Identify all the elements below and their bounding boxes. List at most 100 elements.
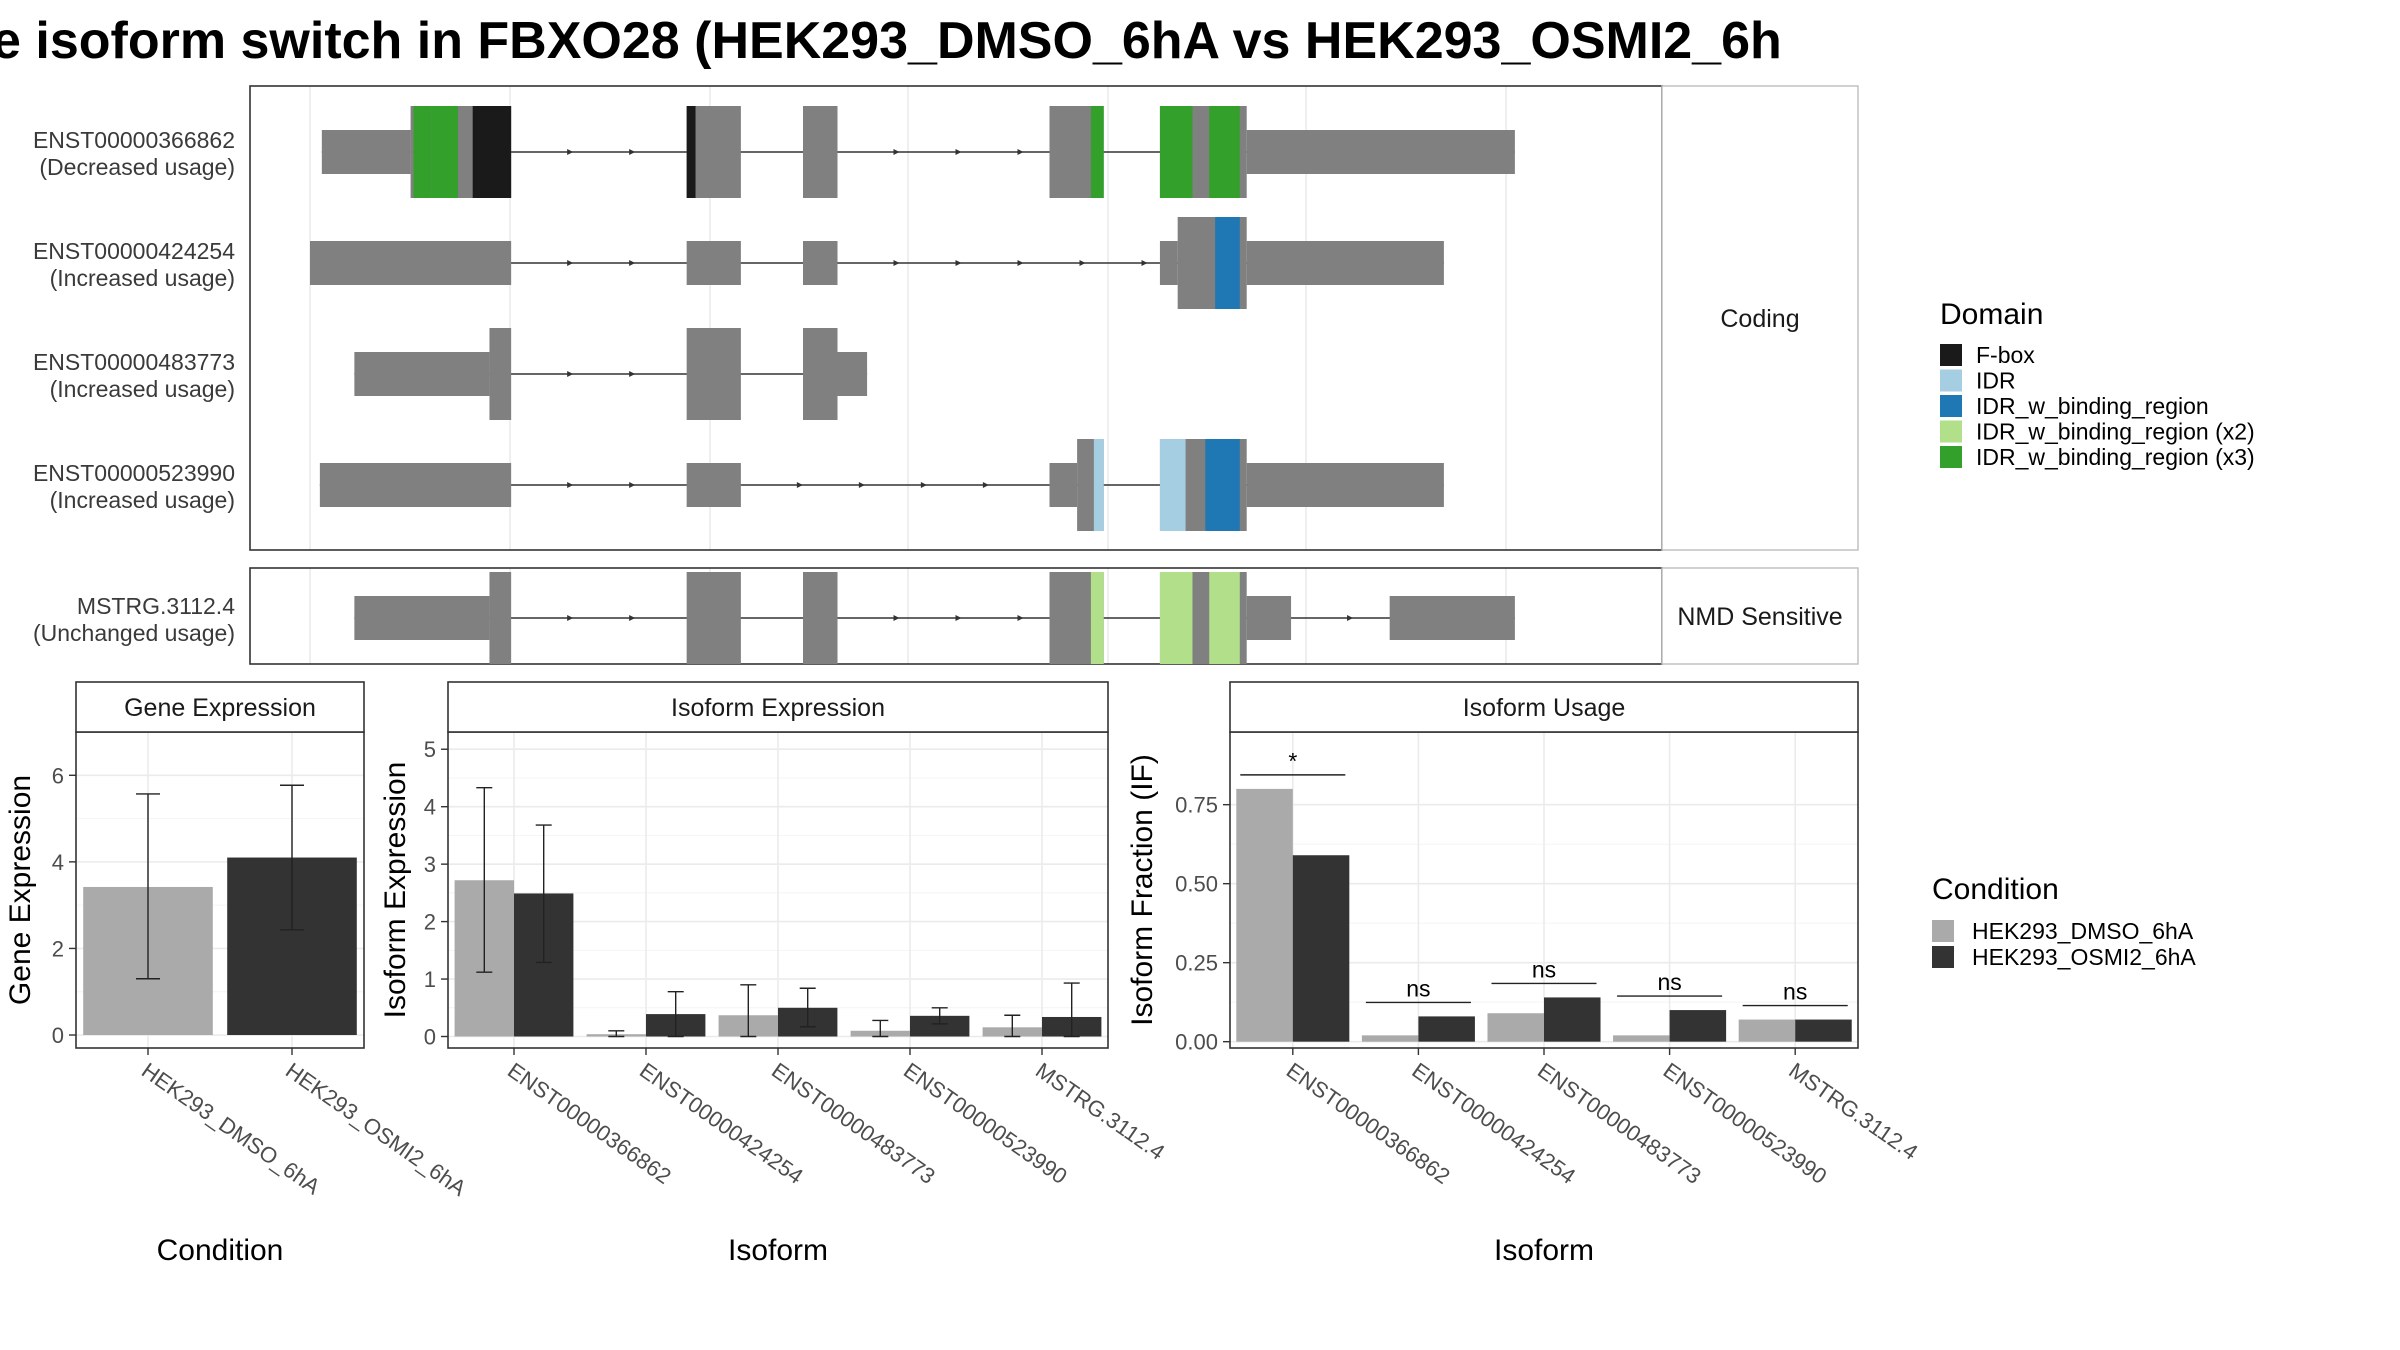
y-tick-label: 4 [424, 795, 436, 820]
y-tick-label: 2 [52, 936, 64, 961]
significance-label: ns [1532, 956, 1556, 982]
gene-expression-chart: Gene Expression0246HEK293_DMSO_6hAHEK293… [4, 681, 471, 1267]
isoform-expression-chart: Isoform Expression012345ENST00000366862E… [379, 681, 1169, 1267]
exon-block [489, 572, 512, 664]
intron-arrow [796, 482, 803, 488]
transcript-id-label: ENST00000366862 [33, 127, 235, 153]
intron-arrow [920, 482, 927, 488]
intron-arrow [893, 260, 900, 266]
legend-swatch [1940, 369, 1962, 392]
transcript-id-label: ENST00000424254 [33, 238, 235, 264]
bar [1795, 1019, 1852, 1042]
legend-label: IDR_w_binding_region [1976, 393, 2209, 419]
exon-block [1246, 463, 1444, 507]
figure-title: e isoform switch in FBXO28 (HEK293_DMSO_… [0, 12, 1782, 70]
intron-arrow [567, 615, 574, 621]
intron-arrow [629, 371, 636, 377]
intron-arrow [629, 149, 636, 155]
domain-block [686, 106, 696, 198]
domain-block [1205, 439, 1240, 531]
bar [1669, 1010, 1727, 1042]
exon-block [686, 572, 741, 664]
domain-legend: DomainF-boxIDRIDR_w_binding_regionIDR_w_… [1940, 298, 2255, 470]
bar [1418, 1016, 1475, 1042]
bar [1236, 788, 1293, 1042]
y-tick-label: 5 [424, 737, 436, 762]
exon-block [1159, 241, 1178, 285]
exon-block [686, 463, 741, 507]
intron-arrow [893, 615, 900, 621]
intron-arrow [955, 615, 962, 621]
exon-block [319, 463, 512, 507]
bar [1487, 1013, 1544, 1042]
bar [1544, 997, 1601, 1042]
exon-block [321, 130, 411, 174]
domain-block [1159, 572, 1193, 664]
exon-block [310, 241, 512, 285]
chart-title: Isoform Usage [1463, 694, 1626, 722]
bar [1361, 1035, 1419, 1042]
exon-block [354, 596, 490, 640]
intron-arrow [1079, 260, 1086, 266]
exon-block [686, 241, 741, 285]
legend-label: F-box [1976, 342, 2035, 368]
legend-label: HEK293_DMSO_6hA [1972, 918, 2194, 944]
legend-label: IDR [1976, 368, 2016, 394]
y-tick-label: 3 [424, 852, 436, 877]
transcript-structure-panel: Coding NMD Sensitive ENST00000366862(Decre… [33, 85, 1859, 665]
domain-block [1209, 572, 1240, 664]
transcript-id-label: ENST00000483773 [33, 349, 235, 375]
bar [910, 1015, 970, 1037]
domain-block [1090, 106, 1104, 198]
chart-title: Isoform Expression [671, 694, 885, 722]
domain-legend-title: Domain [1940, 298, 2043, 331]
intron-arrow [893, 149, 900, 155]
domain-block [413, 106, 432, 198]
intron-arrow [955, 149, 962, 155]
facet-strip [447, 681, 1109, 733]
structure-strip [1661, 567, 1859, 665]
y-tick-label: 0.25 [1175, 951, 1218, 976]
coding-strip-label: Coding [1720, 305, 1799, 333]
x-axis-title: Isoform [1494, 1234, 1594, 1267]
y-tick-label: 6 [52, 763, 64, 788]
y-tick-label: 0.50 [1175, 872, 1218, 897]
y-tick-label: 0 [424, 1025, 436, 1050]
intron-arrow [1017, 149, 1024, 155]
intron-arrow [567, 149, 574, 155]
y-axis-title: Isoform Fraction (IF) [1126, 754, 1159, 1026]
intron-arrow [858, 482, 865, 488]
domain-block [1159, 439, 1186, 531]
exon-block [803, 328, 838, 420]
intron-arrow [1141, 260, 1148, 266]
domain-block [472, 106, 512, 198]
y-tick-label: 1 [424, 967, 436, 992]
x-tick-label: MSTRG.3112.4 [1031, 1058, 1169, 1165]
exon-block [803, 572, 838, 664]
legend-label: IDR_w_binding_region (x3) [1976, 444, 2255, 470]
intron-arrow [567, 482, 574, 488]
exon-block [803, 241, 838, 285]
condition-legend-title: Condition [1932, 873, 2059, 906]
legend-swatch [1940, 446, 1962, 468]
exon-block [1389, 596, 1515, 640]
nmd-strip-label: NMD Sensitive [1677, 603, 1842, 631]
intron-arrow [1017, 615, 1024, 621]
exon-block [837, 352, 868, 396]
transcript-id-label: MSTRG.3112.4 [77, 593, 235, 619]
bar [1292, 855, 1350, 1042]
x-axis-title: Isoform [728, 1234, 828, 1267]
y-tick-label: 2 [424, 910, 436, 935]
legend-swatch [1932, 946, 1954, 968]
legend-swatch [1940, 395, 1962, 417]
legend-label: IDR_w_binding_region (x2) [1976, 419, 2255, 445]
transcript-usage-label: (Increased usage) [50, 265, 235, 291]
exon-block [1049, 463, 1078, 507]
exon-block [1246, 241, 1444, 285]
bar [1613, 1035, 1670, 1042]
domain-block [1215, 217, 1240, 309]
legend-swatch [1932, 920, 1954, 942]
intron-arrow [629, 482, 636, 488]
